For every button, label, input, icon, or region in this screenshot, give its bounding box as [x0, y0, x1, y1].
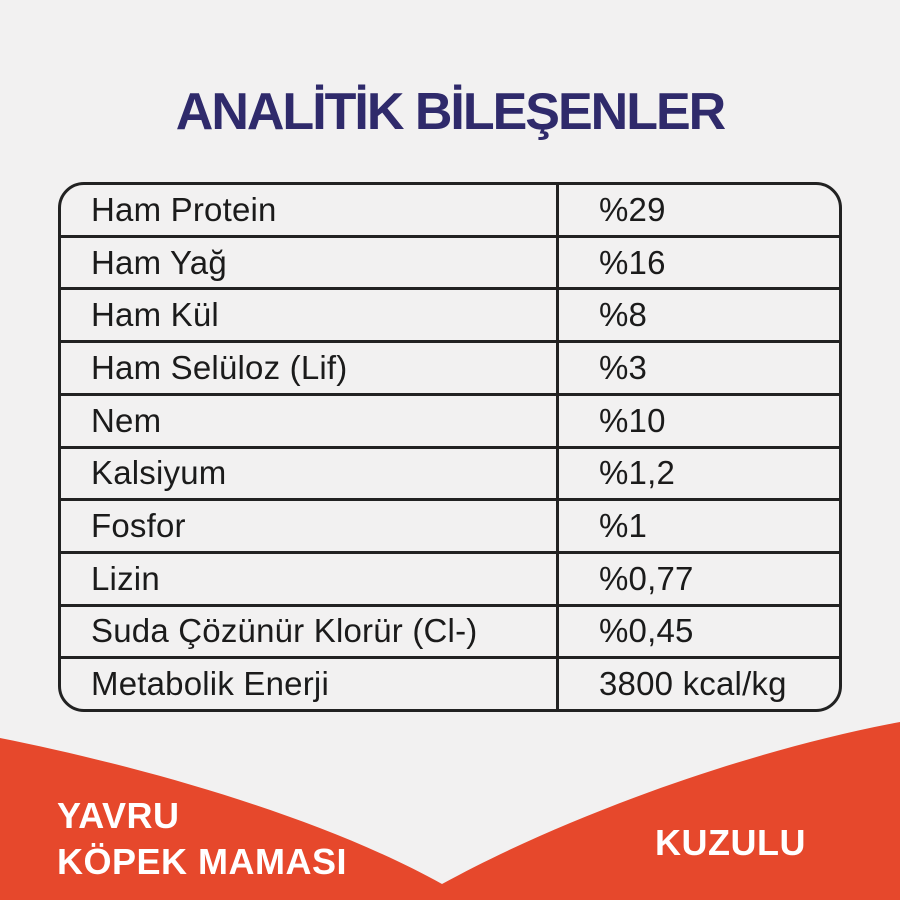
component-value: %0,45 — [556, 606, 839, 657]
component-value: %10 — [556, 395, 839, 446]
table-row: Metabolik Enerji 3800 kcal/kg — [61, 656, 839, 710]
flavor-name: KUZULU — [655, 822, 806, 863]
table-row: Ham Selüloz (Lif) %3 — [61, 340, 839, 393]
product-name: YAVRU KÖPEK MAMASI — [57, 793, 347, 885]
component-label: Ham Protein — [91, 190, 277, 228]
component-label: Fosfor — [91, 507, 186, 545]
table-row: Nem %10 — [61, 392, 839, 446]
table-row: Lizin %0,77 — [61, 550, 839, 604]
component-value: %29 — [556, 185, 839, 235]
product-name-line2: KÖPEK MAMASI — [57, 841, 348, 882]
analytic-components-table: Ham Protein %29 Ham Yağ %16 Ham Kül %8 H… — [58, 182, 842, 712]
component-label: Ham Selüloz (Lif) — [91, 348, 348, 386]
table-row: Kalsiyum %1,2 — [61, 445, 839, 499]
product-name-line1: YAVRU — [57, 795, 180, 836]
component-label: Lizin — [91, 559, 160, 597]
component-label: Kalsiyum — [91, 454, 227, 492]
component-label: Ham Kül — [91, 296, 219, 334]
table-row: Suda Çözünür Klorür (Cl-) %0,45 — [61, 603, 839, 657]
page-title: ANALİTİK BİLEŞENLER — [175, 83, 726, 141]
red-wave-shape — [0, 722, 900, 900]
component-label: Suda Çözünür Klorür (Cl-) — [91, 612, 478, 650]
component-value: %8 — [556, 290, 839, 341]
component-value: %3 — [556, 343, 839, 393]
component-label: Ham Yağ — [91, 243, 227, 281]
component-label: Metabolik Enerji — [91, 665, 329, 703]
component-value: %1 — [556, 501, 839, 551]
component-value: %16 — [556, 237, 839, 288]
table-row: Ham Kül %8 — [61, 287, 839, 341]
component-value: 3800 kcal/kg — [556, 659, 839, 710]
component-value: %0,77 — [556, 553, 839, 604]
table-row: Ham Yağ %16 — [61, 234, 839, 288]
table-row: Ham Protein %29 — [61, 185, 839, 235]
component-label: Nem — [91, 401, 162, 439]
table-row: Fosfor %1 — [61, 498, 839, 551]
component-value: %1,2 — [556, 448, 839, 499]
